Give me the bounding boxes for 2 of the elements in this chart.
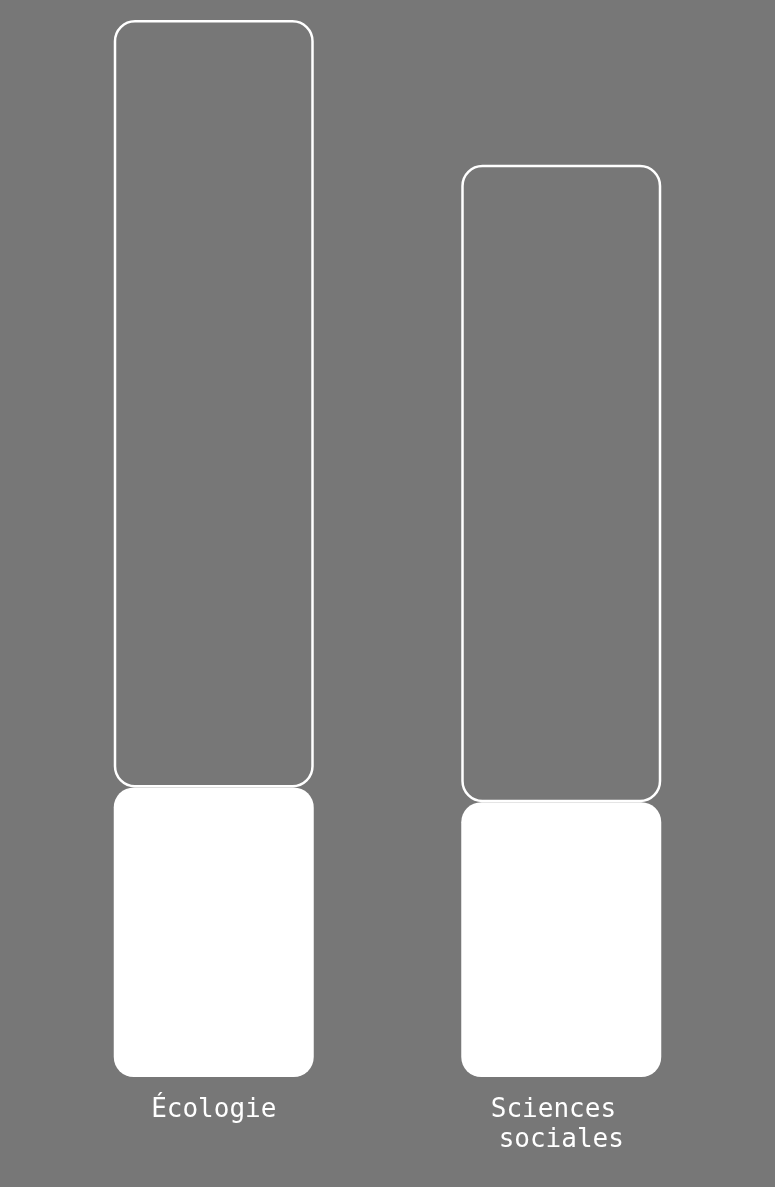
x-tick-label: Sciences sociales <box>490 1093 632 1153</box>
x-tick-label: Écologie <box>151 1092 277 1123</box>
